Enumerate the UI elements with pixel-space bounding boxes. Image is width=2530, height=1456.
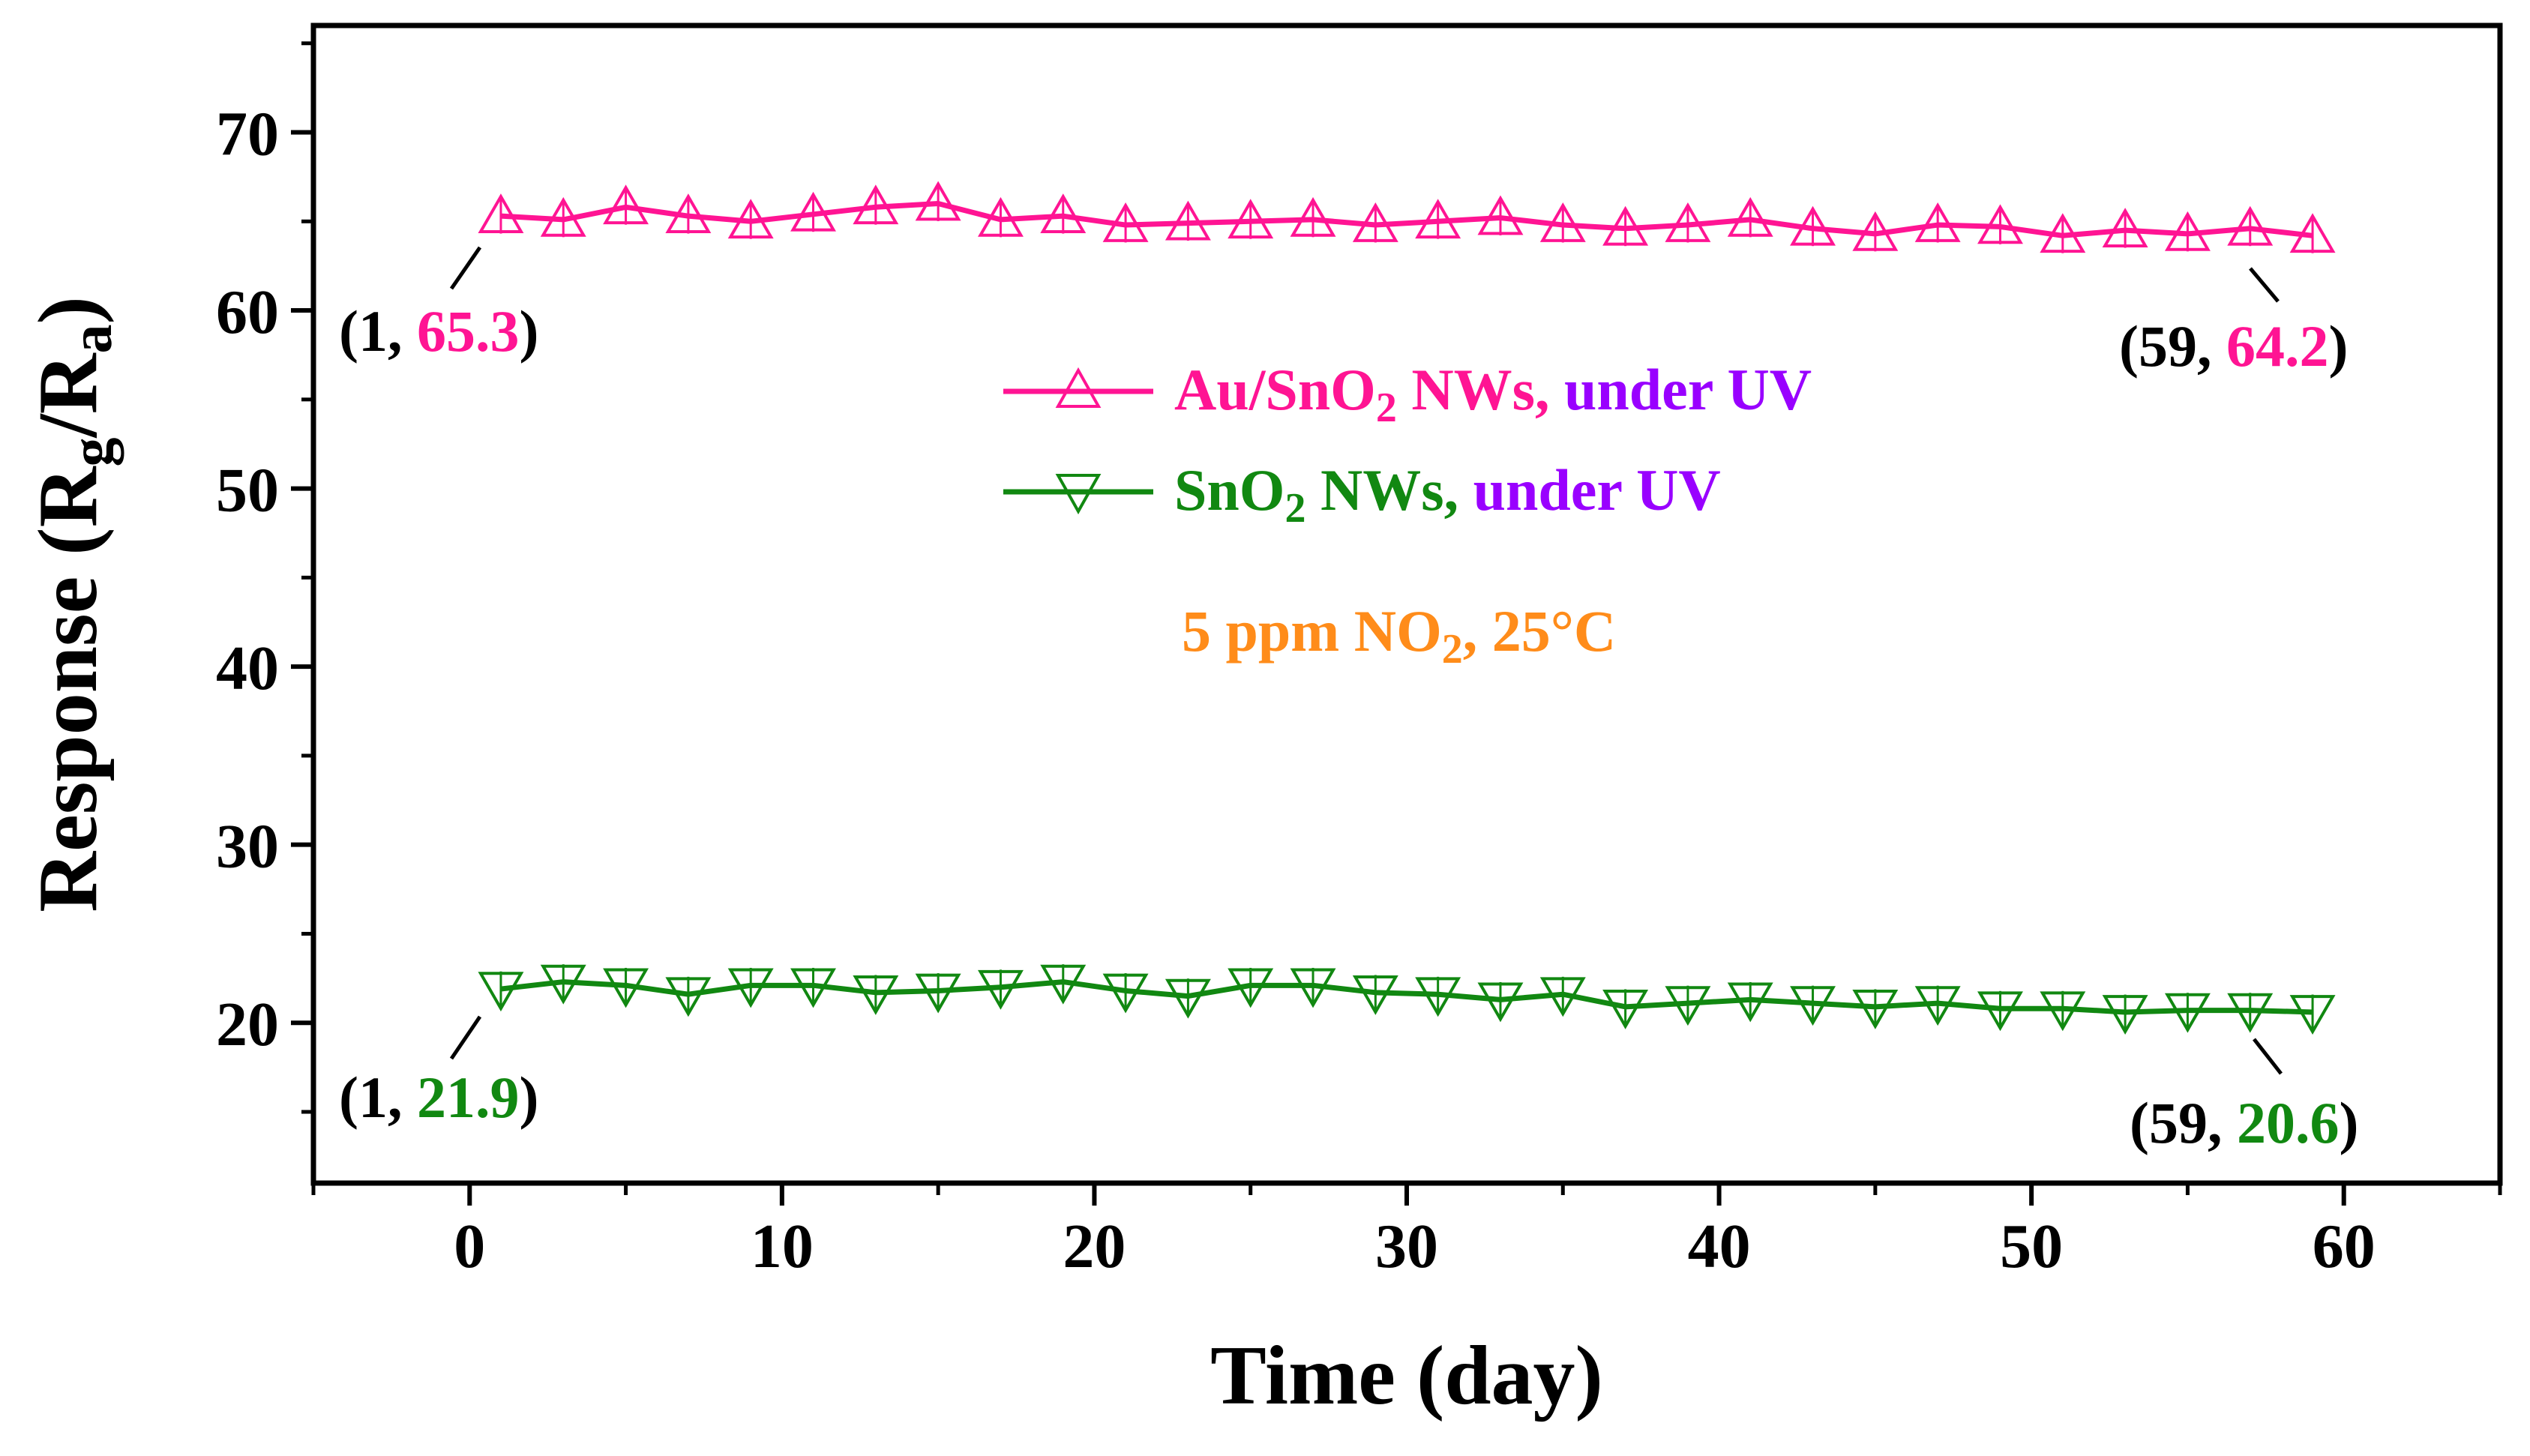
legend-label-au-sno2: Au/SnO2 NWs, under UV [1174, 357, 1812, 431]
annotation-au-end: (59, 64.2) [2119, 313, 2348, 379]
annotation-au-end-close: ) [2328, 313, 2348, 379]
y-tick-label-50: 50 [216, 456, 279, 526]
x-tick-label-50: 50 [2000, 1212, 2063, 1281]
legend-marker-au-sno2 [1055, 367, 1102, 408]
legend-au-sub: 2 [1376, 385, 1397, 431]
annotation-au-start-close: ) [519, 298, 538, 364]
annotations: (1, 65.3) (59, 64.2) (1, 21.9) (59, 20.6… [339, 246, 2358, 1155]
legend-marker-sno2 [1055, 474, 1102, 515]
legend-sno2-mid: NWs, [1305, 457, 1473, 523]
y-tick-label-70: 70 [216, 100, 279, 169]
y-axis-title-main: Response (R [22, 466, 115, 912]
series-layer [478, 181, 2336, 1035]
annotation-sno2-start-value: 21.9 [417, 1065, 520, 1130]
annotation-au-end-open: (59, [2119, 313, 2226, 379]
annotation-sno2-end: (59, 20.6) [2130, 1090, 2358, 1155]
y-tick-label-60: 60 [216, 277, 279, 347]
axis-ticks: 0 10 20 30 40 50 60 20 30 40 50 60 70 [216, 41, 2502, 1281]
x-tick-label-0: 0 [454, 1212, 485, 1281]
condition-pre: 5 ppm NO [1182, 598, 1442, 664]
annotation-leader-sno2-end [2253, 1038, 2283, 1075]
x-tick-label-10: 10 [751, 1212, 814, 1281]
annotation-au-start: (1, 65.3) [339, 298, 538, 364]
series-sno2 [478, 964, 2336, 1035]
annotation-au-start-value: 65.3 [417, 298, 520, 364]
y-axis-title-sub-a: a [58, 325, 124, 354]
y-axis-title: Response (Rg/Ra) [22, 296, 124, 912]
y-tick-label-20: 20 [216, 990, 279, 1059]
annotation-leader-sno2-start [449, 1015, 482, 1060]
legend-au-prefix: Au/SnO [1174, 357, 1376, 422]
x-tick-label-60: 60 [2313, 1212, 2376, 1281]
annotation-leader-au-start [449, 246, 482, 290]
legend-au-suffix: under UV [1564, 357, 1812, 422]
y-tick-label-40: 40 [216, 634, 279, 703]
legend-label-sno2: SnO2 NWs, under UV [1174, 457, 1721, 532]
annotation-leader-au-end [2249, 267, 2280, 303]
annotation-sno2-start-open: (1, [339, 1065, 417, 1130]
legend-sno2-prefix: SnO [1174, 457, 1284, 523]
svg-text:Response (Rg/Ra): Response (Rg/Ra) [22, 296, 124, 912]
annotation-sno2-end-open: (59, [2130, 1090, 2237, 1155]
legend-sno2-sub: 2 [1284, 485, 1305, 532]
legend-sno2-suffix: under UV [1473, 457, 1721, 523]
x-tick-label-30: 30 [1375, 1212, 1438, 1281]
annotation-sno2-start: (1, 21.9) [339, 1065, 538, 1130]
x-tick-label-20: 20 [1063, 1212, 1126, 1281]
y-axis-title-close: ) [22, 296, 115, 324]
legend: Au/SnO2 NWs, under UV SnO2 NWs, under UV [1003, 357, 1812, 532]
x-axis-title: Time (day) [1210, 1329, 1603, 1422]
annotation-sno2-end-close: ) [2339, 1090, 2358, 1155]
annotation-au-end-value: 64.2 [2226, 313, 2329, 379]
condition-label: 5 ppm NO2, 25°C [1182, 598, 1616, 673]
condition-post: , 25°C [1463, 598, 1617, 664]
annotation-sno2-end-value: 20.6 [2237, 1090, 2340, 1155]
y-axis-title-sub-g: g [58, 438, 124, 467]
y-axis-title-slash: /R [22, 352, 115, 439]
series-au-sno2 [478, 181, 2336, 253]
condition-sub: 2 [1442, 626, 1463, 673]
y-tick-label-30: 30 [216, 812, 279, 882]
annotation-au-start-open: (1, [339, 298, 417, 364]
legend-au-mid: NWs, [1397, 357, 1564, 422]
annotation-sno2-start-close: ) [519, 1065, 538, 1130]
x-tick-label-40: 40 [1688, 1212, 1751, 1281]
